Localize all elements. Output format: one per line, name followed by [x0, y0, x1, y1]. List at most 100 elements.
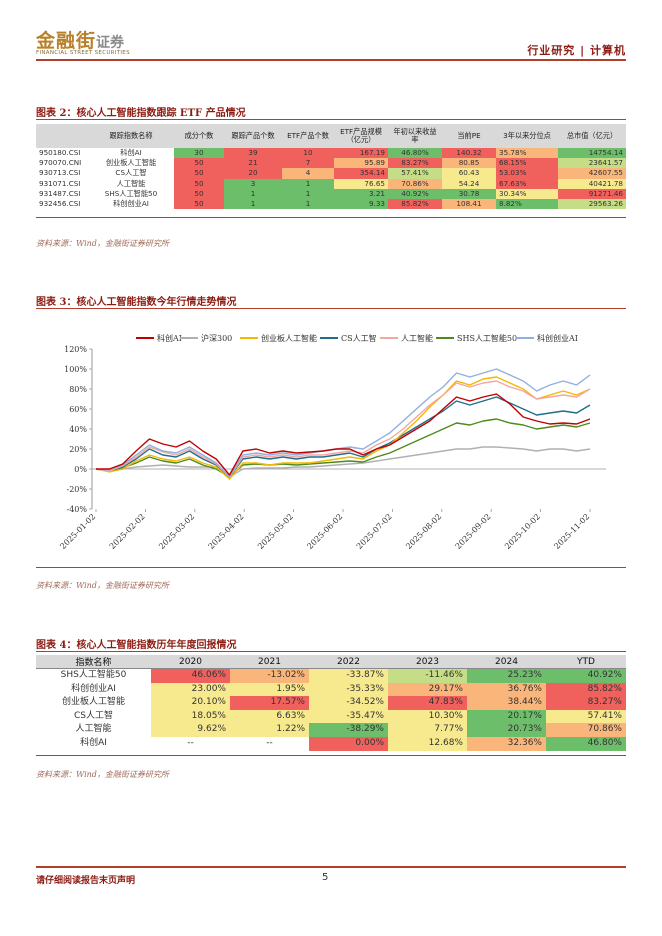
cell-cap: 14754.14	[558, 148, 626, 159]
cell-cons: 50	[174, 168, 224, 179]
cell-index-name: 人工智能	[75, 724, 112, 735]
annual-return-table: 指数名称 2020 2021 2022 2023 2024 YTD SHS人工智…	[36, 655, 626, 751]
cell-return: -34.52%	[309, 696, 388, 710]
cell-return: 46.80%	[546, 736, 626, 751]
col-pe: 当前PE	[442, 124, 496, 148]
cell-name: 科创创业AI	[113, 199, 149, 209]
col-ytd: YTD	[546, 655, 626, 669]
report-category: 行业研究 | 计算机	[527, 44, 626, 57]
cell-return: 40.92%	[546, 668, 626, 683]
page-number: 5	[322, 872, 329, 883]
cell-pe: 60.43	[442, 168, 496, 179]
col-code	[36, 124, 88, 148]
cell-return: 6.63%	[230, 709, 309, 724]
fig2-top-rule	[36, 119, 626, 120]
cell-scale: 9.33	[334, 199, 388, 210]
cell-index-name: CS人工智	[74, 710, 113, 721]
fig2-bottom-rule	[36, 217, 626, 218]
col-index-name: 指数名称	[36, 655, 151, 669]
series-line	[95, 418, 591, 478]
cell-cons: 50	[174, 188, 224, 200]
col-2022: 2022	[309, 655, 388, 669]
cell-ret: 57.41%	[388, 168, 442, 179]
cell-name: 人工智能	[116, 178, 146, 188]
cell-pe: 30.78	[442, 188, 496, 200]
cell-ret: 40.92%	[388, 188, 442, 200]
x-tick-label: 2025-01-02	[58, 512, 97, 551]
col-track-products: 跟踪产品个数	[224, 124, 282, 148]
cell-return: 57.41%	[546, 709, 626, 724]
cell-pct: 68.15%	[496, 158, 558, 169]
cell-code: 930713.CSI	[39, 168, 81, 178]
cell-cons: 30	[174, 148, 224, 159]
cell-cap: 40421.78	[558, 178, 626, 189]
cell-name: 创业板人工智能	[105, 158, 157, 168]
x-tick-label: 2025-06-02	[305, 512, 344, 551]
legend-label: SHS人工智能50	[457, 333, 517, 343]
logo-en-text: FINANCIAL STREET SECURITIES	[36, 50, 130, 56]
cell-return: 38.44%	[467, 696, 546, 710]
cell-track: 1	[224, 199, 282, 210]
cell-etf: 1	[282, 199, 334, 210]
col-index-name: 跟踪指数名称	[88, 124, 174, 148]
cell-return: 18.05%	[151, 709, 230, 724]
cell-pct: 67.63%	[496, 178, 558, 189]
etf-table-row: 932456.CSI 科创创业AI 50 1 1 9.33 85.82% 108.41 8.82…	[36, 199, 626, 210]
etf-table-row: 970070.CNI 创业板人工智能 50 21 7 95.89 83.27% 80.85 68…	[36, 158, 626, 169]
col-ytd-return: 年初以来收益率	[388, 124, 442, 148]
cell-return: 70.86%	[546, 723, 626, 737]
cell-track: 20	[224, 168, 282, 179]
cell-etf: 10	[282, 148, 334, 159]
fig4-title: 图表 4：核心人工智能指数历年年度回报情况	[36, 640, 237, 651]
y-tick-label: 0%	[74, 465, 87, 474]
cell-return: 0.00%	[309, 736, 388, 751]
cell-pe: 80.85	[442, 158, 496, 169]
cell-return: --	[187, 737, 194, 748]
cell-pe: 54.24	[442, 178, 496, 189]
annual-table-row: 科创AI -- -- 0.00% 12.68% 32.36% 46.80%	[36, 736, 626, 751]
etf-table-row: 931487.CSI SHS人工智能50 50 1 1 3.21 40.92% 30.78 30…	[36, 188, 626, 200]
y-tick-label: 120%	[64, 345, 87, 354]
cell-return: 85.82%	[546, 682, 626, 697]
cell-scale: 76.65	[334, 178, 388, 189]
cell-pct: 35.78%	[496, 148, 558, 159]
fig2-source: 资料来源：Wind，金融街证券研究所	[36, 239, 169, 248]
cell-cap: 91271.46	[558, 188, 626, 200]
cell-cap: 23641.57	[558, 158, 626, 169]
cell-return: -35.33%	[309, 682, 388, 697]
cell-return: 29.17%	[388, 682, 467, 697]
cell-return: 47.83%	[388, 696, 467, 710]
cell-track: 21	[224, 158, 282, 169]
annual-table-row: 创业板人工智能 20.10% 17.57% -34.52% 47.83% 38.44% 83…	[36, 696, 626, 710]
cell-return: -38.29%	[309, 723, 388, 737]
fig4-source: 资料来源：Wind，金融街证券研究所	[36, 770, 169, 779]
cell-return: 7.77%	[388, 723, 467, 737]
cell-cons: 50	[174, 158, 224, 169]
cell-index-name: 科创创业AI	[71, 683, 116, 694]
cell-index-name: 创业板人工智能	[61, 697, 125, 708]
x-tick-label: 2025-03-02	[157, 512, 196, 551]
cell-return: 20.17%	[467, 709, 546, 724]
cell-code: 970070.CNI	[39, 158, 82, 168]
x-tick-label: 2025-11-02	[552, 512, 591, 551]
logo-suffix: 证券	[96, 35, 125, 51]
header-divider	[36, 59, 626, 61]
cell-scale: 95.89	[334, 158, 388, 169]
cell-track: 1	[224, 188, 282, 200]
cell-ret: 83.27%	[388, 158, 442, 169]
fig3-top-rule	[36, 308, 626, 309]
cell-return: 1.95%	[230, 682, 309, 697]
cell-return: 32.36%	[467, 736, 546, 751]
cell-return: 12.68%	[388, 736, 467, 751]
cell-scale: 354.14	[334, 168, 388, 179]
x-tick-label: 2025-04-02	[207, 512, 246, 551]
series-line	[95, 380, 591, 478]
cell-etf: 7	[282, 158, 334, 169]
cell-name: CS人工智	[115, 168, 147, 178]
cell-scale: 167.19	[334, 148, 388, 159]
cell-index-name: SHS人工智能50	[60, 670, 127, 680]
cell-name: 科创AI	[120, 148, 142, 157]
cell-code: 931071.CSI	[39, 178, 81, 188]
fig2-title: 图表 2：核心人工智能指数跟踪 ETF 产品情况	[36, 108, 246, 119]
cell-return: -33.87%	[309, 668, 388, 683]
